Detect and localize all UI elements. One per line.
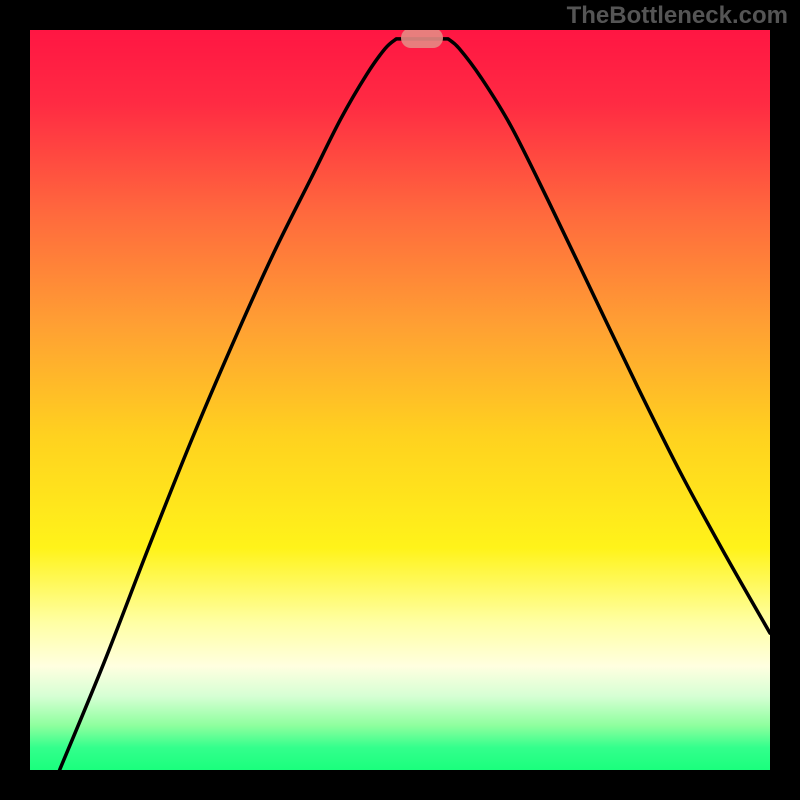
background-gradient bbox=[0, 0, 800, 800]
watermark-text: TheBottleneck.com bbox=[567, 2, 788, 30]
optimal-point-marker bbox=[401, 28, 443, 48]
chart-canvas: TheBottleneck.com bbox=[0, 0, 800, 800]
